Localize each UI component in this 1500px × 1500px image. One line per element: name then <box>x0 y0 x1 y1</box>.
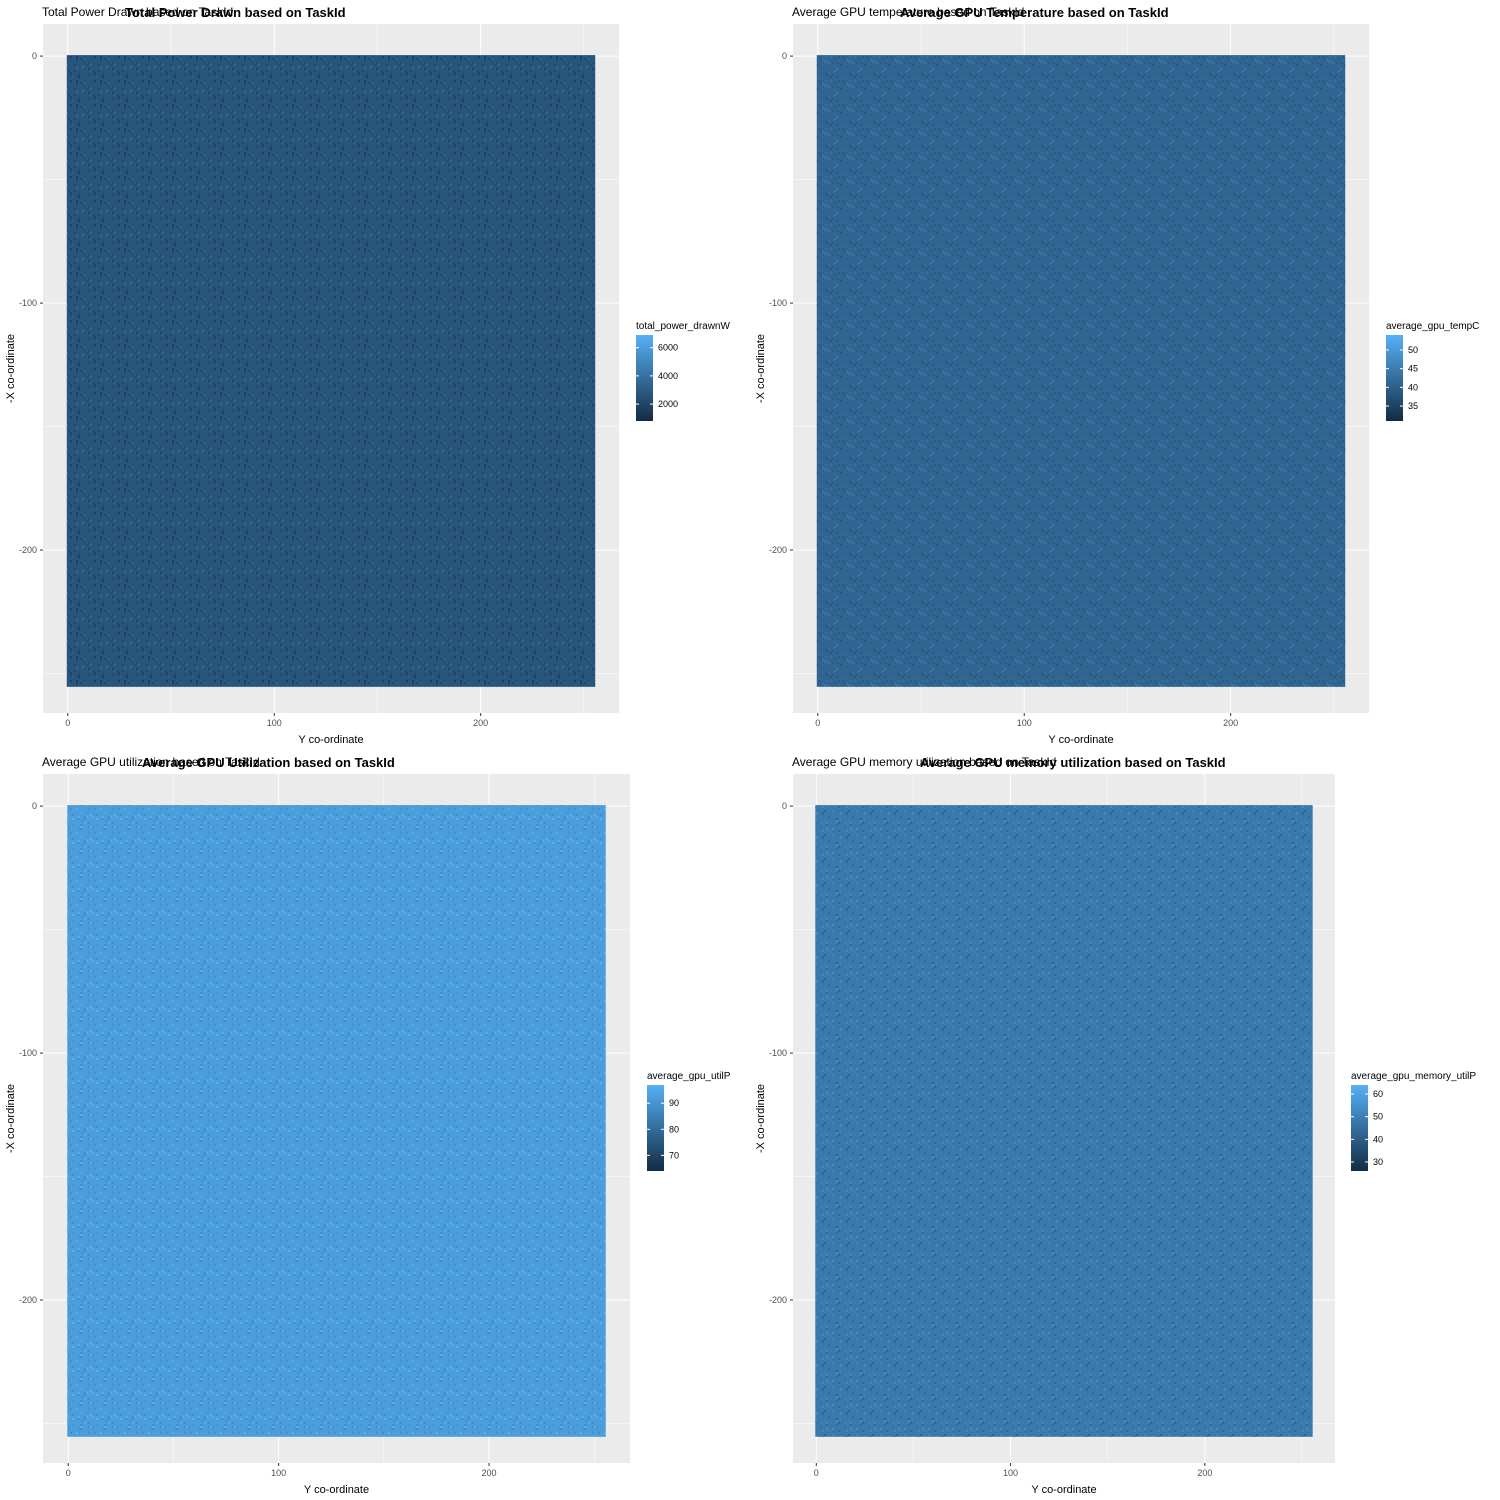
y-tick-label: -100 <box>769 298 787 308</box>
legend-colorbar <box>1386 335 1403 421</box>
y-tick-label: 0 <box>32 801 37 811</box>
x-tick-label: 200 <box>482 1468 497 1478</box>
y-axis-title: -X co-ordinate <box>5 1084 17 1153</box>
x-tick-label: 100 <box>267 718 282 728</box>
legend-label: 50 <box>1408 345 1418 355</box>
chart-subtitle: Total Power Drawn based on TaskId <box>42 5 234 19</box>
legend-title: average_gpu_tempC <box>1386 321 1479 332</box>
x-tick-label: 100 <box>1017 718 1032 728</box>
x-tick-label: 200 <box>473 718 488 728</box>
chart-svg: 0 100 200 0 -100 -200 Y co-ordinate -X co-ordin… <box>5 774 731 1496</box>
chart-total-power: Total Power Drawn based on TaskId Total … <box>0 0 750 750</box>
x-axis-title: Y co-ordinate <box>304 1484 369 1496</box>
y-tick-label: 0 <box>32 51 37 61</box>
chart-subtitle: Average GPU temperature based on TaskId <box>792 5 1025 19</box>
legend-label: 45 <box>1408 364 1418 374</box>
y-tick-label: -100 <box>19 1048 37 1058</box>
legend-label: 50 <box>1373 1112 1383 1122</box>
legend-label: 30 <box>1373 1157 1383 1167</box>
chart-title: Average GPU Temperature based on TaskId <box>900 5 1169 20</box>
legend-colorbar <box>1351 1085 1368 1171</box>
y-axis-title: -X co-ordinate <box>755 334 767 403</box>
legend-label: 35 <box>1408 401 1418 411</box>
heatmap-tiles <box>816 55 1346 687</box>
heatmap-tiles <box>815 805 1313 1437</box>
x-tick-label: 100 <box>1003 1468 1018 1478</box>
chart-title: Total Power Drawn based on TaskId <box>125 5 346 20</box>
y-tick-label: -200 <box>769 1295 787 1305</box>
chart-subtitle: Average GPU memory utilization based on … <box>792 755 1057 769</box>
legend-label: 2000 <box>658 399 678 409</box>
x-tick-label: 0 <box>814 1468 819 1478</box>
x-tick-label: 0 <box>65 718 70 728</box>
chart-svg: 0 100 200 0 -100 -200 Y co-ordinate -X co-ordin… <box>755 24 1479 746</box>
y-tick-label: -200 <box>19 545 37 555</box>
x-tick-label: 200 <box>1223 718 1238 728</box>
x-axis-title: Y co-ordinate <box>1048 734 1113 746</box>
y-axis-title: -X co-ordinate <box>5 334 17 403</box>
legend-title: average_gpu_memory_utilP <box>1351 1071 1476 1082</box>
y-tick-label: -200 <box>769 545 787 555</box>
x-tick-label: 0 <box>66 1468 71 1478</box>
x-axis-title: Y co-ordinate <box>1031 1484 1096 1496</box>
legend-label: 40 <box>1408 382 1418 392</box>
heatmap-tiles <box>67 805 606 1437</box>
heatmap-tiles <box>66 55 596 687</box>
legend-label: 70 <box>669 1150 679 1160</box>
legend-colorbar <box>636 335 653 421</box>
legend-title: average_gpu_utilP <box>647 1071 731 1082</box>
y-tick-label: 0 <box>782 51 787 61</box>
legend-label: 40 <box>1373 1134 1383 1144</box>
y-tick-label: -100 <box>769 1048 787 1058</box>
x-tick-label: 0 <box>815 718 820 728</box>
y-tick-label: -100 <box>19 298 37 308</box>
chart-title: Average GPU memory utilization based on … <box>920 755 1226 770</box>
x-tick-label: 200 <box>1197 1468 1212 1478</box>
legend-title: total_power_drawnW <box>636 321 730 332</box>
legend-label: 60 <box>1373 1089 1383 1099</box>
chart-subtitle: Average GPU utilization based on TaskId <box>42 755 260 769</box>
y-tick-label: 0 <box>782 801 787 811</box>
legend-colorbar <box>647 1085 664 1171</box>
legend-label: 80 <box>669 1124 679 1134</box>
legend-label: 4000 <box>658 371 678 381</box>
chart-gpu-memory-utilization: Average GPU memory utilization based on … <box>750 750 1500 1500</box>
y-axis-title: -X co-ordinate <box>755 1084 767 1153</box>
y-tick-label: -200 <box>19 1295 37 1305</box>
chart-svg: 0 100 200 0 -100 -200 Y co-ordinate -X co-ordin… <box>755 774 1476 1496</box>
x-axis-title: Y co-ordinate <box>298 734 363 746</box>
chart-title: Average GPU Utilization based on TaskId <box>142 755 395 770</box>
x-tick-label: 100 <box>271 1468 286 1478</box>
chart-gpu-temperature: Average GPU temperature based on TaskId … <box>750 0 1500 750</box>
legend-label: 90 <box>669 1098 679 1108</box>
chart-gpu-utilization: Average GPU utilization based on TaskId … <box>0 750 750 1500</box>
legend-label: 6000 <box>658 343 678 353</box>
